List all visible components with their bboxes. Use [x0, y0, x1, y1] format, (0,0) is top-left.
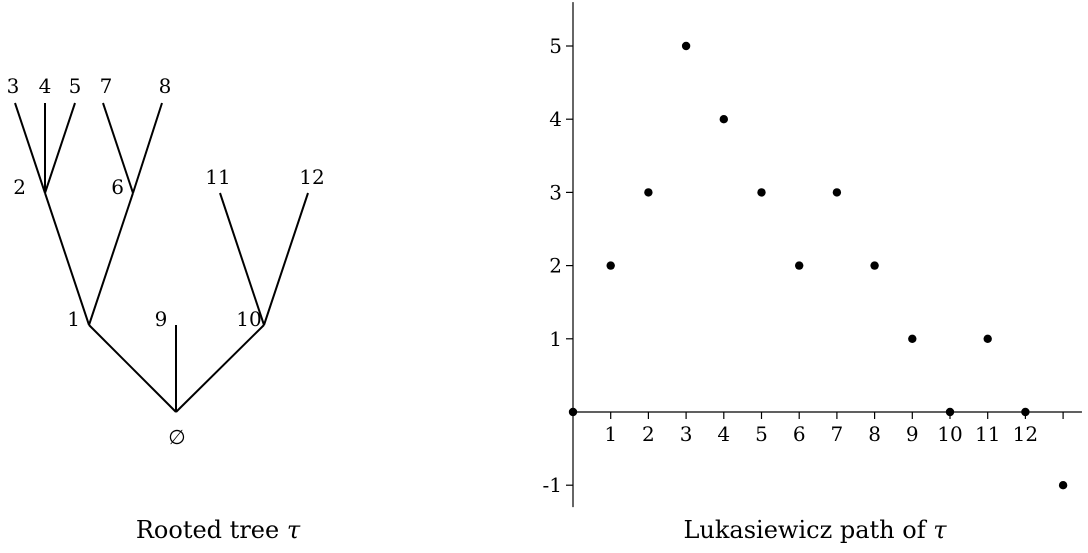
- x-tick-label-2: 2: [642, 422, 655, 446]
- x-tick-label-9: 9: [906, 422, 919, 446]
- x-tick-label-3: 3: [680, 422, 693, 446]
- path-caption-symbol: τ: [933, 516, 947, 544]
- data-point-12: [1021, 407, 1030, 417]
- x-tick-label-8: 8: [868, 422, 881, 446]
- data-point-0: [568, 407, 578, 417]
- data-point-6: [795, 261, 804, 270]
- tree-node-label-9: 9: [155, 307, 168, 331]
- y-tick-label-5: 5: [549, 34, 562, 58]
- path-caption: Lukasiewicz path of τ: [683, 516, 947, 544]
- x-tick-label-4: 4: [717, 422, 730, 446]
- tree-node-label-4: 4: [39, 74, 52, 98]
- tree-edge-root-10: [175, 324, 265, 413]
- x-tick-label-7: 7: [831, 422, 844, 446]
- y-ticks: -1 1 2 3 4 5: [543, 34, 573, 497]
- y-tick-label-4: 4: [549, 107, 562, 131]
- data-point-13: [1058, 481, 1068, 490]
- data-point-8: [870, 261, 879, 270]
- tree-node-label-7: 7: [100, 74, 113, 98]
- tree-edge-1-2: [44, 192, 90, 326]
- x-tick-label-10: 10: [937, 422, 962, 446]
- x-ticks: 1 2 3 4 5 6 7 8 9 10 11 12: [604, 412, 1064, 446]
- data-point-11: [983, 334, 992, 343]
- path-caption-text: Lukasiewicz path of: [683, 516, 927, 544]
- data-point-2: [644, 188, 653, 197]
- tree-root-label: ∅: [168, 425, 185, 449]
- y-tick-label-1: 1: [549, 327, 562, 351]
- tree-node-label-12: 12: [299, 165, 324, 189]
- tree-caption-symbol: τ: [287, 516, 301, 544]
- y-tick-label-2: 2: [549, 254, 562, 278]
- data-point-4: [719, 115, 728, 124]
- x-tick-label-11: 11: [975, 422, 1000, 446]
- tree-node-label-6: 6: [111, 175, 124, 199]
- y-tick-label-3: 3: [549, 180, 562, 204]
- tree-edge-10-12: [263, 192, 309, 326]
- tree-node-label-10: 10: [236, 307, 261, 331]
- data-point-1: [606, 261, 615, 270]
- x-tick-label-6: 6: [793, 422, 806, 446]
- data-points: [568, 41, 1068, 490]
- y-tick-label--1: -1: [543, 473, 562, 497]
- tree-node-label-1: 1: [67, 307, 80, 331]
- data-point-3: [681, 41, 691, 51]
- data-point-10: [945, 407, 955, 417]
- tree-node-label-2: 2: [13, 175, 26, 199]
- data-point-9: [908, 334, 917, 343]
- tree-edge-2-3: [14, 102, 46, 194]
- tree-node-label-5: 5: [69, 74, 82, 98]
- tree-edge-1-6: [88, 192, 134, 326]
- tree-node-label-3: 3: [7, 74, 20, 98]
- tree-caption-text: Rooted tree: [136, 516, 279, 544]
- tree-edges: [14, 102, 309, 413]
- tree-caption: Rooted tree τ: [136, 516, 301, 544]
- data-point-5: [757, 188, 766, 197]
- tree-edge-2-5: [44, 102, 76, 194]
- tree-node-label-11: 11: [205, 165, 230, 189]
- tree-edge-10-11: [219, 192, 265, 326]
- tree-edge-6-8: [132, 102, 163, 194]
- x-tick-label-1: 1: [604, 422, 617, 446]
- x-tick-label-5: 5: [755, 422, 768, 446]
- tree-edge-root-1: [88, 324, 177, 413]
- tree-edge-6-7: [102, 102, 134, 194]
- x-tick-label-12: 12: [1013, 422, 1038, 446]
- tree-node-label-8: 8: [159, 74, 172, 98]
- data-point-7: [832, 188, 842, 197]
